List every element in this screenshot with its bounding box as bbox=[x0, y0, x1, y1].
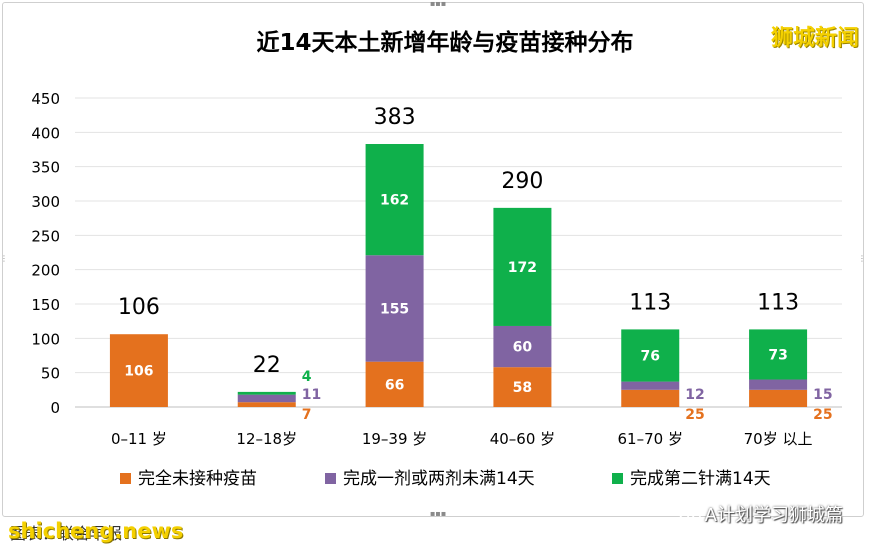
y-tick-label: 300 bbox=[31, 193, 60, 211]
data-label: 12 bbox=[685, 387, 704, 403]
y-tick-label: 200 bbox=[31, 262, 60, 280]
bar-segment bbox=[621, 329, 680, 382]
y-tick-label: 0 bbox=[50, 399, 60, 417]
data-label: 155 bbox=[380, 301, 409, 317]
x-tick-label: 0–11 岁 bbox=[111, 430, 167, 448]
x-axis-labels: 0–11 岁 12–18岁 19–39 岁 40–60 岁 61–70 岁 70岁 以上 bbox=[111, 430, 813, 448]
x-tick-label: 40–60 岁 bbox=[490, 430, 555, 448]
legend-label: 完成一剂或两剂未满14天 bbox=[343, 469, 535, 489]
total-label: 106 bbox=[118, 295, 160, 320]
bar-segment bbox=[109, 334, 168, 407]
total-label: 290 bbox=[501, 169, 543, 194]
data-label: 15 bbox=[813, 387, 832, 403]
data-label: 58 bbox=[513, 380, 532, 396]
data-label: 11 bbox=[302, 387, 321, 403]
y-tick-label: 250 bbox=[31, 227, 60, 245]
bar-segment bbox=[365, 361, 424, 407]
x-tick-label: 19–39 岁 bbox=[362, 430, 427, 448]
bar-segment bbox=[621, 389, 680, 407]
legend: 完全未接种疫苗 完成一剂或两剂未满14天 完成第二针满14天 bbox=[120, 469, 771, 489]
total-label: 113 bbox=[757, 290, 799, 315]
chart-title: 近14天本土新增年龄与疫苗接种分布 bbox=[256, 29, 633, 56]
y-tick-label: 150 bbox=[31, 296, 60, 314]
wechat-icon bbox=[678, 507, 701, 523]
bar-segment bbox=[749, 389, 808, 407]
data-label: 66 bbox=[385, 377, 404, 393]
x-tick-label: 12–18岁 bbox=[236, 430, 297, 448]
bar-segment bbox=[493, 325, 552, 368]
bars: 106 106 7 11 4 22 66 155 162 383 58 60 172 290 25 12 76 1… bbox=[109, 105, 833, 423]
data-label: 25 bbox=[685, 407, 704, 423]
bar-segment bbox=[237, 402, 296, 407]
total-label: 383 bbox=[374, 105, 416, 130]
brand-logo: 狮城新闻 bbox=[770, 26, 859, 51]
bar-segment bbox=[749, 379, 808, 390]
bar-segment bbox=[365, 144, 424, 256]
chart-credit: 图表：联合早报 bbox=[10, 524, 123, 543]
watermark: shicheng.news bbox=[8, 519, 184, 543]
legend-swatch bbox=[612, 473, 623, 484]
resize-handle-bottom[interactable]: ▪▪▪ bbox=[430, 509, 447, 518]
data-label: 162 bbox=[380, 193, 409, 209]
bar-segment bbox=[237, 394, 296, 403]
data-label: 106 bbox=[124, 364, 153, 380]
bar-segment bbox=[365, 255, 424, 362]
y-axis: 0 50 100 150 200 250 300 350 400 450 bbox=[31, 90, 842, 417]
bar-segment bbox=[749, 329, 808, 380]
x-tick-label: 70岁 以上 bbox=[744, 430, 813, 448]
bar-segment bbox=[493, 367, 552, 407]
chart-frame bbox=[2, 2, 864, 517]
resize-handle-left[interactable]: ⋮ bbox=[0, 254, 8, 263]
bar-segment bbox=[237, 391, 296, 395]
bar-segment bbox=[621, 381, 680, 390]
legend-swatch bbox=[325, 473, 336, 484]
wechat-account: A计划学习狮城篇 bbox=[678, 501, 843, 527]
data-label: 172 bbox=[508, 260, 537, 276]
data-label: 25 bbox=[813, 407, 832, 423]
total-label: 113 bbox=[629, 290, 671, 315]
y-tick-label: 400 bbox=[31, 124, 60, 142]
legend-label: 完成第二针满14天 bbox=[630, 469, 771, 489]
y-tick-label: 450 bbox=[31, 90, 60, 108]
resize-handle-top[interactable]: ▪▪▪ bbox=[430, 0, 447, 8]
legend-label: 完全未接种疫苗 bbox=[138, 469, 257, 489]
total-label: 22 bbox=[253, 353, 281, 378]
bar-segment bbox=[493, 207, 552, 326]
y-tick-label: 50 bbox=[41, 365, 60, 383]
wechat-account-label: A计划学习狮城篇 bbox=[704, 505, 843, 526]
legend-swatch bbox=[120, 473, 131, 484]
data-label: 60 bbox=[513, 340, 533, 356]
gridlines bbox=[75, 97, 842, 374]
data-label: 73 bbox=[768, 347, 787, 363]
y-tick-label: 100 bbox=[31, 330, 60, 348]
data-label: 7 bbox=[302, 407, 312, 423]
data-label: 4 bbox=[302, 369, 312, 385]
data-label: 76 bbox=[641, 349, 660, 365]
resize-handle-right[interactable]: ⋮ bbox=[858, 254, 866, 263]
y-tick-label: 350 bbox=[31, 159, 60, 177]
x-tick-label: 61–70 岁 bbox=[618, 430, 683, 448]
